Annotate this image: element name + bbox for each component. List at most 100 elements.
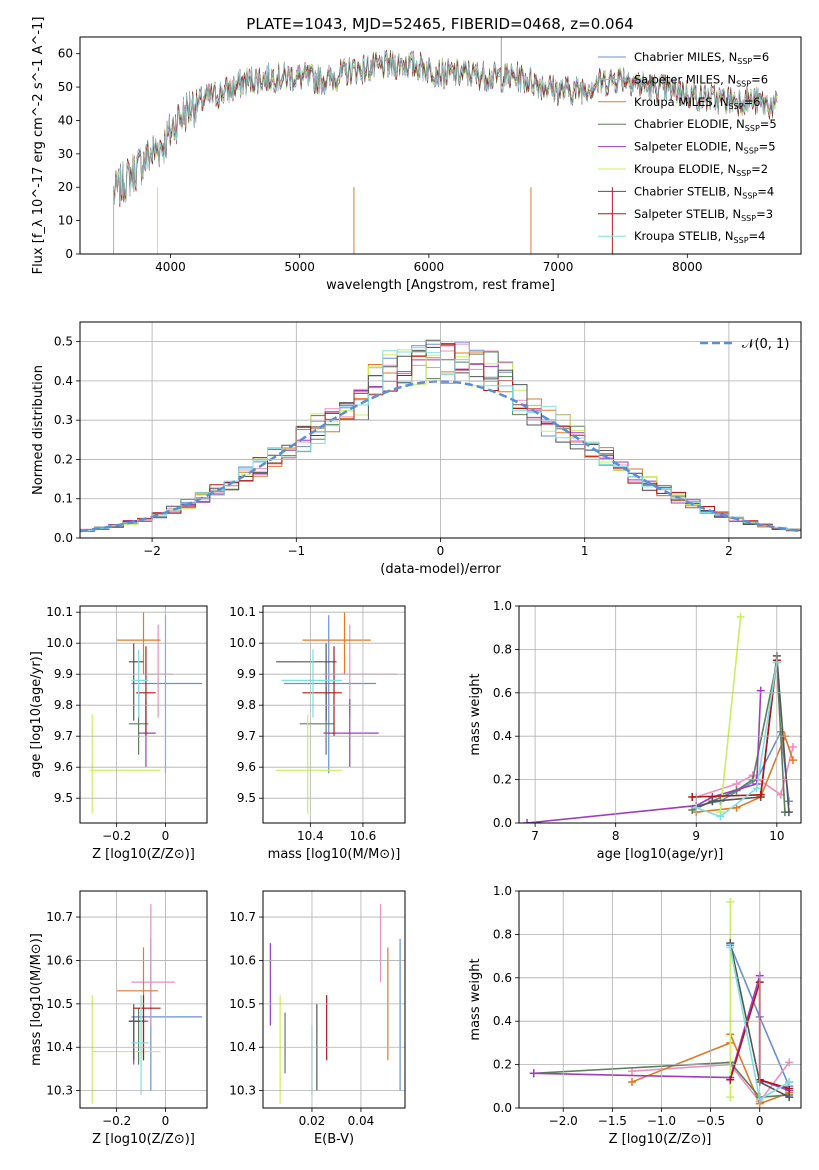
axes-frame — [79, 605, 208, 824]
y-tick-label: 9.5 — [237, 791, 256, 805]
mass-weight-point-KE — [726, 1093, 735, 1102]
legend-suffix: =5 — [760, 117, 777, 131]
y-tick-label: 40 — [58, 113, 73, 127]
mass-weight-point-SE — [523, 819, 532, 823]
x-tick-label: −1.5 — [598, 1114, 627, 1128]
plot-area-age_vs_Z — [89, 612, 203, 814]
x-axis-label: (data-model)/error — [380, 562, 501, 577]
y-tick-label: 0.0 — [493, 1101, 512, 1115]
y-axis-label: Flux [f_λ 10^-17 erg cm^-2 s^-1 A^-1] — [31, 17, 46, 275]
x-tick-label: 4000 — [155, 260, 186, 274]
y-tick-label: 0.4 — [493, 1014, 512, 1028]
y-tick-label: 10.4 — [229, 1040, 256, 1054]
x-axis-label: Z [log10(Z/Z⊙)] — [92, 847, 195, 862]
mass-weight-point-CS — [784, 808, 793, 817]
x-tick-label: 10.4 — [297, 829, 324, 843]
legend-subscript: SSP — [744, 147, 759, 156]
legend-label-SE: Salpeter ELODIE, NSSP=5 — [634, 140, 776, 156]
y-tick-label: 10.5 — [229, 997, 256, 1011]
y-tick-label: 30 — [58, 147, 73, 161]
legend-label-KE: Kroupa ELODIE, NSSP=2 — [634, 162, 768, 178]
y-tick-label: 10.1 — [46, 605, 73, 619]
panel-age_vs_mass: 10.4 10.6 9.5 9.6 9.7 9.8 9.9 10.0 10.1 mass [log… — [229, 605, 406, 862]
y-tick-label: 60 — [58, 47, 73, 61]
y-tick-label: 0.8 — [493, 927, 512, 941]
panel-age_vs_Z: −0.2 0 9.5 9.6 9.7 9.8 9.9 10.0 10.1 Z [log10(Z/Z… — [29, 605, 208, 862]
y-tick-label: 0.6 — [493, 971, 512, 985]
y-tick-label: 10.6 — [229, 953, 256, 967]
y-tick-label: 10.4 — [46, 1040, 73, 1054]
y-tick-label: 50 — [58, 80, 73, 94]
mass-weight-point-SM — [785, 1058, 794, 1067]
x-tick-label: 0.04 — [348, 1114, 375, 1128]
mass-weight-point-KM — [788, 756, 797, 765]
x-tick-label: 1 — [581, 544, 589, 558]
x-tick-label: −0.5 — [696, 1114, 725, 1128]
x-axis-label: wavelength [Angstrom, rest frame] — [326, 278, 555, 293]
panel-mw_vs_Z: −2.0 −1.5 −1.0 −0.5 0 0.0 0.2 0.4 0.6 0.8 1.0 Z [lo… — [468, 884, 802, 1147]
legend-subscript: SSP — [741, 214, 756, 223]
x-tick-label: −1.0 — [647, 1114, 676, 1128]
spectrum-line-KS — [113, 50, 778, 205]
x-tick-label: 0 — [162, 829, 170, 843]
x-axis-label: age [log10(age/yr)] — [597, 847, 724, 862]
legend-suffix: =4 — [749, 229, 766, 243]
axes-frame — [79, 890, 208, 1109]
legend-suffix: =6 — [752, 50, 769, 64]
x-tick-label: −2 — [143, 544, 161, 558]
panel-residuals: −2 −1 0 1 2 0.0 0.1 0.2 0.3 0.4 0.5 (data-model)/er… — [31, 321, 802, 577]
mass-weight-point-CS — [785, 1093, 794, 1102]
y-tick-label: 10.1 — [229, 605, 256, 619]
mass-weight-point-SM — [788, 743, 797, 752]
y-tick-label: 9.6 — [54, 760, 73, 774]
y-tick-label: 0.0 — [54, 531, 73, 545]
axes-frame — [262, 890, 406, 1109]
axes-frame — [262, 605, 406, 824]
y-tick-label: 0.3 — [54, 413, 73, 427]
y-tick-label: 9.9 — [237, 667, 256, 681]
x-tick-label: 6000 — [414, 260, 445, 274]
legend-label-SS: Salpeter STELIB, NSSP=3 — [634, 207, 773, 223]
panels: 4000 5000 6000 7000 80000102030405060wavelen… — [29, 17, 802, 1147]
y-tick-label: 0.2 — [493, 773, 512, 787]
legend-subscript: SSP — [737, 57, 752, 66]
x-tick-label: 0 — [756, 1114, 764, 1128]
y-tick-label: 0.1 — [54, 492, 73, 506]
mass-weight-point-SE — [529, 1069, 538, 1078]
y-tick-label: 10.3 — [46, 1084, 73, 1098]
mass-weight-point-KS — [785, 1077, 794, 1086]
y-tick-label: 20 — [58, 180, 73, 194]
mass-weight-point-CE — [688, 805, 697, 814]
mass-weight-point-KE — [726, 897, 735, 906]
axes-frame — [518, 605, 802, 824]
x-axis-label: Z [log10(Z/Z⊙)] — [609, 1132, 712, 1147]
x-tick-label: 10 — [769, 829, 784, 843]
y-tick-label: 9.7 — [54, 729, 73, 743]
legend-suffix: =6 — [744, 95, 761, 109]
y-tick-label: 1.0 — [493, 884, 512, 898]
x-tick-label: 7 — [531, 829, 539, 843]
y-tick-label: 0.6 — [493, 686, 512, 700]
x-tick-label: −1 — [287, 544, 305, 558]
x-tick-label: 2 — [725, 544, 733, 558]
x-tick-label: 7000 — [543, 260, 574, 274]
y-tick-label: 10.3 — [229, 1084, 256, 1098]
y-tick-label: 1.0 — [493, 599, 512, 613]
x-axis-label: Z [log10(Z/Z⊙)] — [92, 1132, 195, 1147]
y-tick-label: 0.4 — [493, 729, 512, 743]
legend-suffix: =4 — [757, 184, 774, 198]
y-tick-label: 9.8 — [54, 698, 73, 712]
x-tick-label: 8 — [612, 829, 620, 843]
y-tick-label: 10 — [58, 214, 73, 228]
legend-label-KS: Kroupa STELIB, NSSP=4 — [634, 229, 765, 245]
x-tick-label: 10.6 — [350, 829, 377, 843]
y-tick-label: 0.2 — [493, 1058, 512, 1072]
plot-area-age_vs_mass — [276, 612, 398, 814]
mass-weight-point-CS — [708, 797, 717, 806]
mass-weight-line-SM — [631, 1061, 790, 1103]
y-axis-label: age [log10(age/yr)] — [29, 651, 44, 778]
y-tick-label: 0.8 — [493, 642, 512, 656]
y-tick-label: 9.9 — [54, 667, 73, 681]
x-tick-label: 0 — [162, 1114, 170, 1128]
plot-area-mw_vs_age — [523, 612, 797, 823]
